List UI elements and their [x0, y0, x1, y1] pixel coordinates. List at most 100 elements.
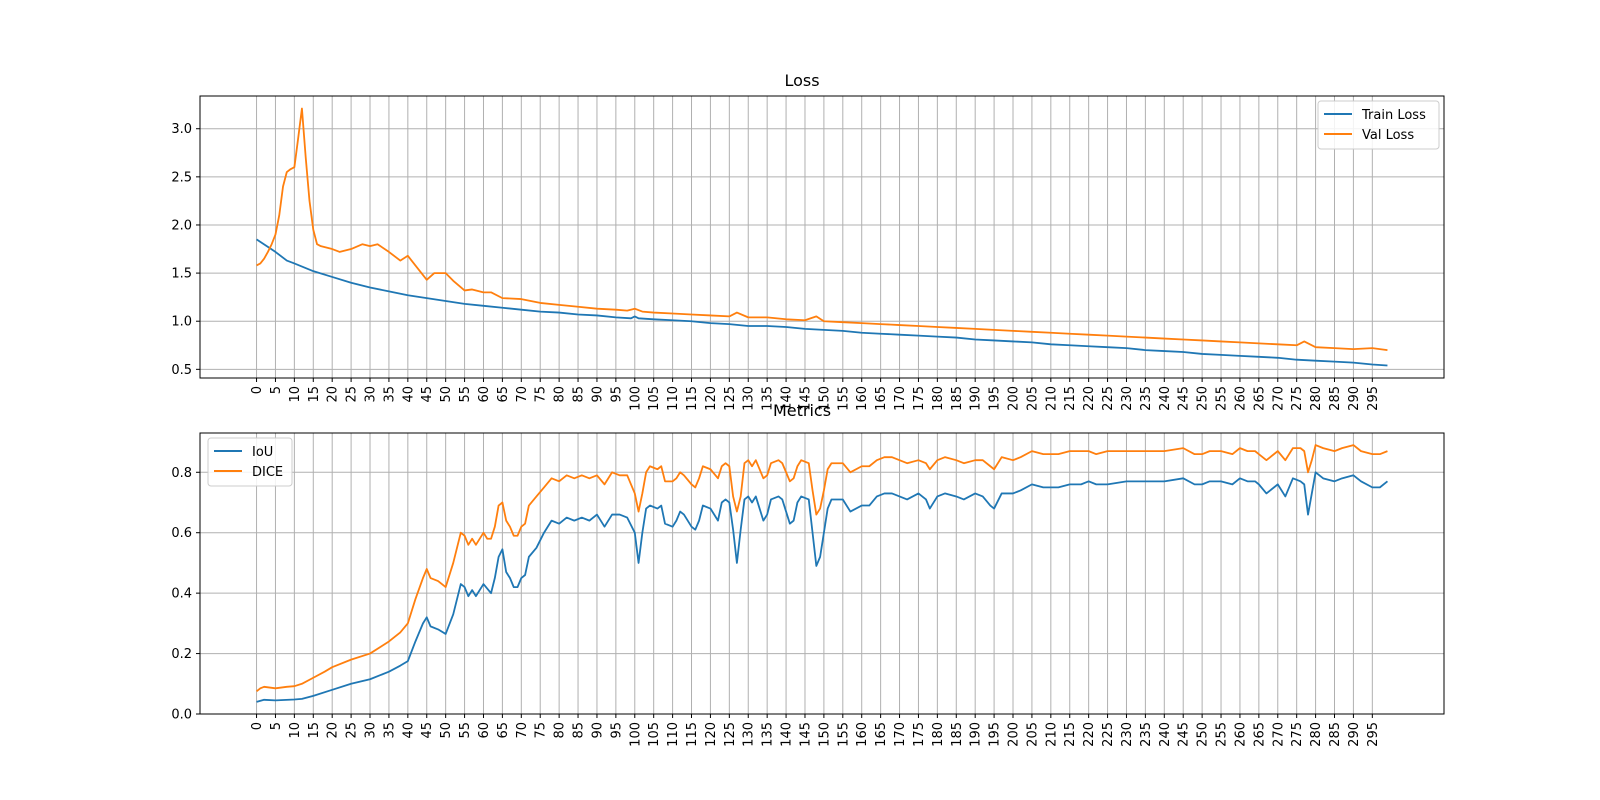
- x-tick-label: 285: [1328, 386, 1343, 411]
- x-tick-label: 170: [893, 722, 908, 747]
- x-tick-label: 15: [307, 722, 322, 739]
- y-tick-label: 0.6: [171, 526, 192, 541]
- x-tick-label: 155: [836, 722, 851, 747]
- metrics-chart-title: Metrics: [773, 401, 831, 420]
- x-tick-label: 0: [250, 386, 265, 394]
- x-tick-label: 80: [553, 386, 568, 403]
- x-tick-label: 190: [969, 722, 984, 747]
- x-tick-label: 85: [572, 386, 587, 403]
- x-tick-label: 105: [647, 386, 662, 411]
- x-tick-label: 30: [364, 722, 379, 739]
- x-tick-label: 65: [496, 722, 511, 739]
- x-tick-label: 295: [1366, 386, 1381, 411]
- y-tick-label: 2.0: [171, 218, 192, 233]
- x-tick-label: 260: [1233, 386, 1248, 411]
- x-tick-label: 255: [1215, 386, 1230, 411]
- x-tick-label: 125: [723, 722, 738, 747]
- x-tick-label: 60: [477, 386, 492, 403]
- y-tick-label: 0.2: [171, 647, 192, 662]
- x-tick-label: 215: [1063, 722, 1078, 747]
- legend-train-loss-label: Train Loss: [1361, 108, 1426, 123]
- x-tick-label: 270: [1271, 722, 1286, 747]
- x-tick-label: 150: [817, 722, 832, 747]
- x-tick-label: 200: [1007, 386, 1022, 411]
- x-tick-label: 200: [1007, 722, 1022, 747]
- loss-chart-title: Loss: [784, 71, 819, 90]
- x-tick-label: 245: [1177, 386, 1192, 411]
- x-tick-label: 280: [1309, 722, 1324, 747]
- x-tick-label: 120: [704, 722, 719, 747]
- y-tick-label: 3.0: [171, 122, 192, 137]
- loss-chart-lines: [256, 107, 1388, 367]
- x-tick-label: 50: [439, 386, 454, 403]
- x-tick-label: 235: [1139, 386, 1154, 411]
- x-tick-label: 165: [874, 386, 889, 411]
- x-tick-label: 40: [401, 386, 416, 403]
- x-tick-label: 185: [950, 722, 965, 747]
- x-tick-label: 210: [1044, 386, 1059, 411]
- x-tick-label: 195: [988, 722, 1003, 747]
- train-loss-line: [256, 238, 1388, 367]
- x-tick-label: 295: [1366, 722, 1381, 747]
- metrics-chart-legend: IoU DICE: [207, 437, 293, 487]
- x-tick-label: 260: [1233, 722, 1248, 747]
- x-tick-label: 85: [572, 722, 587, 739]
- x-tick-label: 240: [1158, 386, 1173, 411]
- x-tick-label: 275: [1290, 722, 1305, 747]
- loss-chart-axes-frame: [199, 95, 1445, 379]
- loss-chart-x-ticks: 0 5 10 15 20 25 30 35 40 45 50 55 60 65 70 75 80 85 90 95 10…: [250, 378, 1381, 411]
- x-tick-label: 165: [874, 722, 889, 747]
- x-tick-label: 220: [1082, 722, 1097, 747]
- x-tick-label: 20: [326, 386, 341, 403]
- dice-line: [255, 444, 1388, 693]
- x-tick-label: 205: [1025, 722, 1040, 747]
- x-tick-label: 5: [269, 722, 284, 730]
- legend-val-loss-label: Val Loss: [1362, 128, 1414, 143]
- metrics-chart-grid: [200, 433, 1444, 715]
- x-tick-label: 160: [855, 722, 870, 747]
- x-tick-label: 145: [798, 386, 813, 411]
- x-tick-label: 25: [345, 722, 360, 739]
- x-tick-label: 115: [685, 722, 700, 747]
- x-tick-label: 115: [685, 386, 700, 411]
- x-tick-label: 0: [250, 722, 265, 730]
- x-tick-label: 270: [1271, 386, 1286, 411]
- x-tick-label: 105: [647, 722, 662, 747]
- x-tick-label: 70: [515, 386, 530, 403]
- loss-chart-legend: Train Loss Val Loss: [1317, 100, 1440, 150]
- loss-chart-grid: [200, 96, 1444, 378]
- x-tick-label: 205: [1025, 386, 1040, 411]
- x-tick-label: 10: [288, 722, 303, 739]
- x-tick-label: 15: [307, 386, 322, 403]
- x-tick-label: 160: [855, 386, 870, 411]
- x-tick-label: 230: [1120, 386, 1135, 411]
- x-tick-label: 40: [401, 722, 416, 739]
- x-tick-label: 280: [1309, 386, 1324, 411]
- x-tick-label: 250: [1196, 722, 1211, 747]
- x-tick-label: 145: [798, 722, 813, 747]
- x-tick-label: 265: [1252, 386, 1267, 411]
- x-tick-label: 25: [345, 386, 360, 403]
- x-tick-label: 225: [1101, 722, 1116, 747]
- x-tick-label: 275: [1290, 386, 1305, 411]
- y-tick-label: 0.8: [171, 466, 192, 481]
- x-tick-label: 250: [1196, 386, 1211, 411]
- x-tick-label: 290: [1347, 722, 1362, 747]
- x-tick-label: 150: [817, 386, 832, 411]
- x-tick-label: 130: [742, 386, 757, 411]
- x-tick-label: 45: [420, 386, 435, 403]
- x-tick-label: 80: [553, 722, 568, 739]
- metrics-chart: 0 5 10 15 20 25 30 35 40 45 50 55 60 65 70 75 80 85 90 95 10…: [171, 401, 1445, 747]
- x-tick-label: 95: [609, 722, 624, 739]
- x-tick-label: 10: [288, 386, 303, 403]
- x-tick-label: 220: [1082, 386, 1097, 411]
- x-tick-label: 65: [496, 386, 511, 403]
- x-tick-label: 55: [458, 722, 473, 739]
- x-tick-label: 285: [1328, 722, 1343, 747]
- x-tick-label: 140: [780, 386, 795, 411]
- metrics-chart-axes-frame: [199, 432, 1445, 715]
- legend-iou-label: IoU: [252, 445, 273, 460]
- x-tick-label: 110: [666, 722, 681, 747]
- iou-line: [256, 471, 1389, 703]
